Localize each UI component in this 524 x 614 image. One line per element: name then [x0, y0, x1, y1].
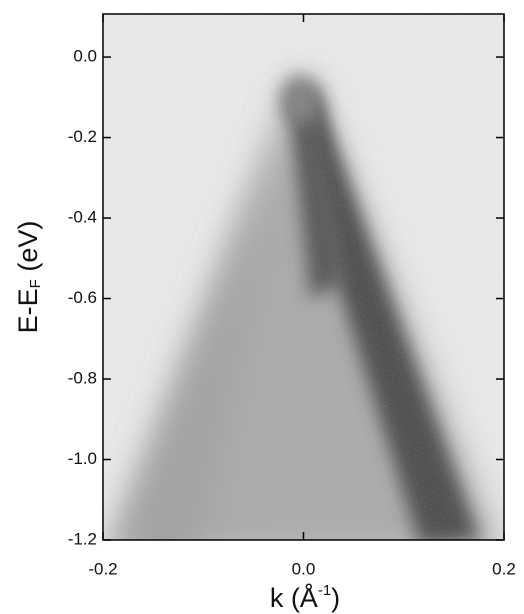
y-tick-label: -1.2	[68, 529, 97, 548]
y-tick-label: -0.6	[68, 288, 97, 307]
x-label-main: k (Å	[270, 582, 318, 613]
y-tick-label: 0.0	[73, 47, 97, 66]
y-label-sub: F	[27, 279, 44, 288]
x-tick-label: 0.2	[492, 559, 516, 578]
y-label-main: E-E	[13, 288, 43, 333]
y-tick-label: -0.2	[68, 127, 97, 146]
intensity-image	[103, 14, 504, 540]
x-tick-label: 0.0	[292, 559, 316, 578]
y-axis-label: E-EF (eV)	[13, 221, 44, 334]
y-tick-label: -0.8	[68, 369, 97, 388]
y-tick-label: -0.4	[68, 208, 97, 227]
y-label-end: (eV)	[13, 221, 43, 280]
x-label-sup: -1	[318, 582, 331, 599]
x-tick-label: -0.2	[88, 559, 117, 578]
x-axis-label: k (Å-1)	[270, 582, 340, 613]
y-tick-label: -1.0	[68, 449, 97, 468]
x-label-end: )	[331, 583, 340, 613]
